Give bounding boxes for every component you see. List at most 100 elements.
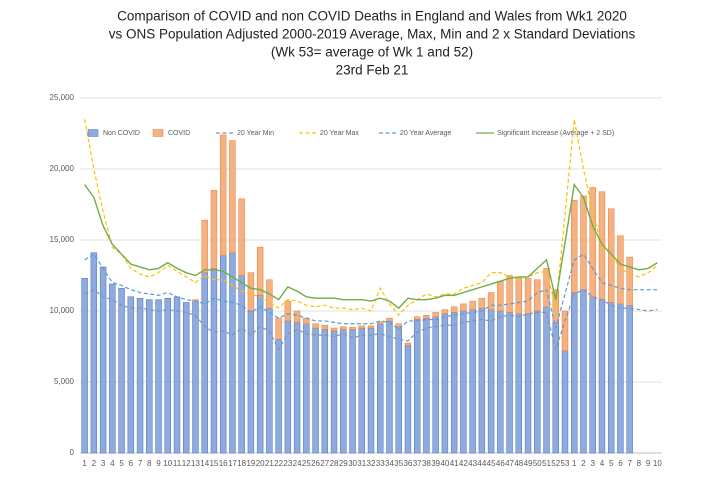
bar: [155, 299, 162, 454]
bar: [340, 326, 347, 330]
x-tick-label: 21: [265, 459, 274, 468]
bar: [330, 330, 338, 454]
y-tick-label: 10,000: [50, 306, 75, 315]
x-tick-label: 4: [110, 459, 115, 468]
bar: [173, 296, 181, 454]
bar: [321, 324, 329, 330]
chart-title: (Wk 53= average of Wk 1 and 52): [271, 45, 473, 60]
bar: [506, 275, 513, 313]
bar: [395, 323, 402, 327]
x-tick-label: 18: [237, 459, 246, 468]
bar: [478, 297, 486, 309]
x-tick-label: 31: [357, 459, 366, 468]
bar: [303, 323, 310, 454]
bar: [358, 327, 365, 454]
legend-label: 20 Year Average: [400, 130, 451, 137]
bar: [284, 300, 292, 322]
bar: [580, 195, 587, 290]
bar: [238, 275, 245, 454]
bar: [571, 199, 578, 293]
x-tick-label: 50: [533, 459, 542, 468]
x-tick-label: 32: [367, 459, 376, 468]
legend-label: COVID: [168, 130, 190, 137]
bar: [413, 319, 421, 454]
x-tick-label: 33: [376, 459, 385, 468]
bar: [127, 296, 135, 454]
bar: [515, 276, 523, 315]
bar: [377, 321, 384, 325]
x-tick-label: 7: [138, 459, 143, 468]
bar: [386, 320, 393, 454]
legend-label: 20 Year Min: [237, 130, 274, 137]
x-tick-label: 51: [542, 459, 551, 468]
x-tick-label: 19: [246, 459, 255, 468]
bar: [487, 309, 495, 454]
x-tick-label: 27: [320, 459, 329, 468]
bar: [192, 300, 199, 454]
x-tick-label: 24: [293, 459, 302, 468]
bar: [404, 344, 412, 454]
x-tick-label: 35: [394, 459, 403, 468]
bar: [497, 280, 504, 312]
bar: [450, 306, 458, 313]
x-tick-label: 25: [302, 459, 311, 468]
bar: [561, 350, 569, 454]
bar: [450, 312, 458, 454]
x-tick-label: 9: [646, 459, 651, 468]
x-tick-label: 14: [200, 459, 209, 468]
line-series: [84, 182, 658, 310]
x-tick-label: 10: [653, 459, 662, 468]
bar: [349, 327, 356, 330]
x-tick-label: 34: [385, 459, 394, 468]
bar: [617, 235, 624, 305]
line-series: [84, 119, 658, 317]
x-tick-label: 16: [219, 459, 228, 468]
bar: [543, 268, 550, 307]
x-tick-label: 36: [403, 459, 412, 468]
bar: [506, 312, 513, 454]
bar: [386, 317, 393, 322]
x-tick-label: 39: [431, 459, 440, 468]
bar: [607, 302, 615, 454]
bar: [340, 329, 347, 454]
bar: [367, 327, 375, 454]
bar: [183, 302, 190, 454]
bar: [524, 313, 532, 454]
bar: [210, 190, 218, 269]
chart-title: vs ONS Population Adjusted 2000-2019 Ave…: [109, 27, 636, 42]
x-tick-label: 5: [609, 459, 614, 468]
line-series: [84, 253, 658, 331]
bar: [266, 307, 273, 454]
bar: [201, 219, 208, 273]
bar: [210, 268, 218, 454]
x-tick-label: 8: [637, 459, 642, 468]
x-tick-label: 12: [182, 459, 191, 468]
x-tick-label: 20: [256, 459, 265, 468]
bar: [312, 327, 319, 454]
x-tick-label: 46: [496, 459, 505, 468]
bar: [497, 310, 504, 454]
x-tick-label: 1: [572, 459, 577, 468]
x-tick-label: 3: [590, 459, 595, 468]
x-tick-label: 6: [618, 459, 623, 468]
x-tick-label: 11: [173, 459, 182, 468]
x-tick-label: 9: [156, 459, 161, 468]
bar: [524, 278, 532, 315]
bar: [219, 134, 227, 256]
x-tick-label: 37: [413, 459, 422, 468]
bar: [321, 329, 329, 454]
x-tick-label: 49: [524, 459, 533, 468]
x-tick-label: 43: [468, 459, 477, 468]
x-tick-label: 28: [330, 459, 339, 468]
x-tick-label: 38: [422, 459, 431, 468]
x-tick-label: 44: [477, 459, 486, 468]
x-tick-label: 7: [627, 459, 632, 468]
bar: [109, 283, 116, 454]
bar: [330, 327, 338, 332]
bar: [404, 342, 412, 346]
x-tick-label: 6: [129, 459, 134, 468]
bar: [229, 252, 236, 454]
x-tick-label: 2: [92, 459, 97, 468]
x-tick-label: 3: [101, 459, 106, 468]
x-tick-label: 8: [147, 459, 152, 468]
